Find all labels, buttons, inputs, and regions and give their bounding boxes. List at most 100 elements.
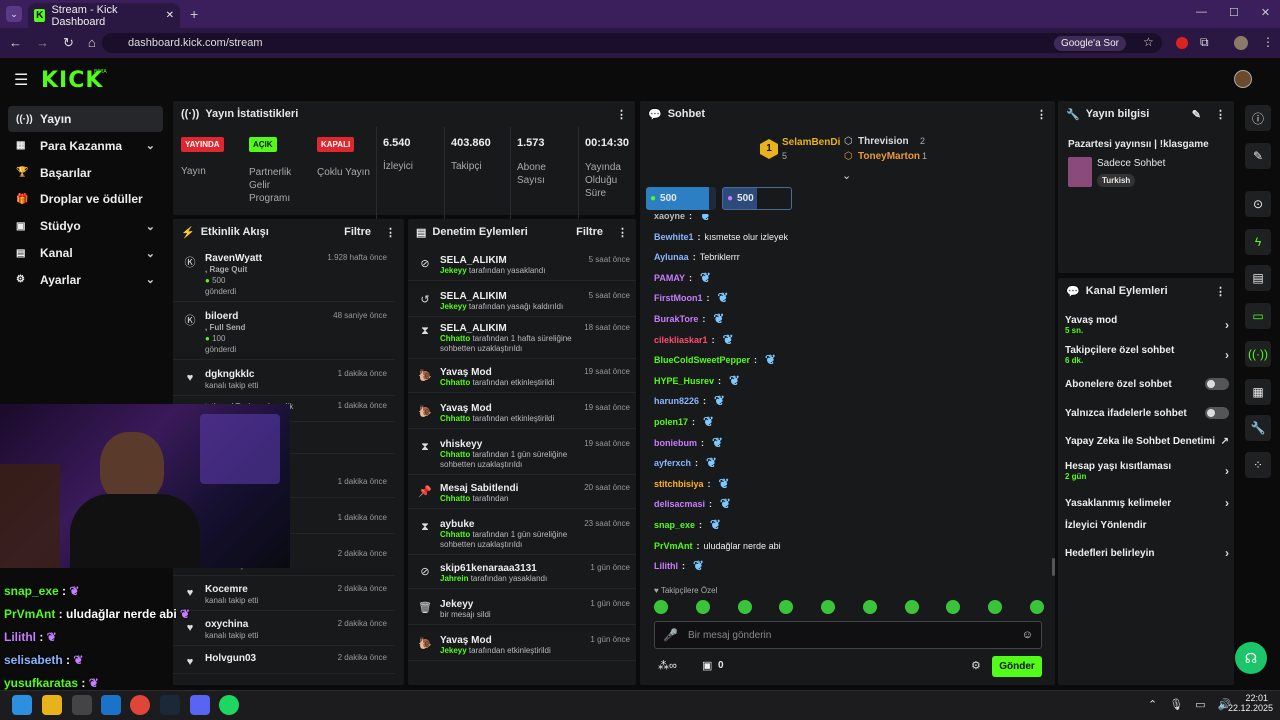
- extensions-puzzle-icon[interactable]: ⧉: [1200, 35, 1209, 49]
- browser-tab[interactable]: K Stream - Kick Dashboard ✕: [28, 3, 180, 28]
- window-close-icon[interactable]: ✕: [1260, 7, 1271, 19]
- profile-avatar[interactable]: [1234, 36, 1248, 50]
- quick-emote-icon[interactable]: [779, 600, 794, 614]
- chat-username[interactable]: FirstMoon1: [654, 293, 703, 304]
- chat-username[interactable]: PAMAY: [654, 272, 686, 283]
- quick-emote-icon[interactable]: [695, 600, 710, 614]
- support-headset-icon[interactable]: ☊: [1235, 642, 1267, 674]
- bolt-icon[interactable]: ϟ: [1245, 229, 1271, 255]
- quick-emote-icon[interactable]: [737, 600, 752, 614]
- chat-username[interactable]: BurakTore: [654, 314, 699, 324]
- goal-progress-bar[interactable]: ● 500: [722, 187, 792, 210]
- back-icon[interactable]: ←: [9, 35, 22, 50]
- feed-row[interactable]: ♥ Holvgun03 2 dakika önce: [173, 649, 395, 674]
- file-explorer-icon[interactable]: [42, 695, 62, 715]
- layout-icon[interactable]: ▦: [1245, 379, 1271, 405]
- quick-emote-icon[interactable]: [904, 600, 919, 614]
- browser-menu-icon[interactable]: ⋮: [1262, 35, 1274, 49]
- goal-progress-bar[interactable]: ● 500: [646, 187, 716, 210]
- mod-row[interactable]: 🗑 Jekeyy bir mesajı sildi 1 gün önce: [408, 595, 636, 625]
- chat-message[interactable]: Aylunaa: Tebriklerrr: [654, 249, 740, 265]
- feed-row[interactable]: ♥ dgkngkklc kanalı takip etti 1 dakika önce: [173, 365, 395, 396]
- user-avatar[interactable]: [1234, 70, 1252, 88]
- feed-row[interactable]: Ⓚ RavenWyatt, Rage Quit ● 500 gönderdi 1.928…: [173, 249, 395, 302]
- reload-icon[interactable]: ↻: [63, 35, 74, 50]
- feed-row[interactable]: ♥ oxychina kanalı takip etti 2 dakika önce: [173, 615, 395, 646]
- mod-row[interactable]: 📌 Mesaj Sabitlendi Chhatto tarafından 20 sa…: [408, 479, 636, 509]
- forward-icon[interactable]: →: [36, 35, 49, 50]
- sidebar-item[interactable]: 🏆 Başarılar: [8, 160, 163, 186]
- mod-row[interactable]: ⧗ vhiskeyy Chhatto tarafından 1 gün süreli…: [408, 435, 636, 475]
- broadcast-icon[interactable]: ((·)): [1245, 341, 1271, 367]
- chat-username[interactable]: BlueColdSweetPepper: [654, 355, 751, 366]
- spotify-icon[interactable]: [219, 695, 239, 715]
- channel-action-row[interactable]: Takipçilere özel sohbet 6 dk. ›: [1065, 345, 1229, 365]
- feed-filter-button[interactable]: Filtre: [344, 226, 371, 238]
- channel-action-row[interactable]: Yapay Zeka ile Sohbet Denetimi ↗: [1065, 436, 1229, 447]
- channel-action-row[interactable]: Yavaş mod 5 sn. ›: [1065, 315, 1229, 335]
- mod-actor[interactable]: Jahrein: [440, 574, 469, 583]
- chevron-right-icon[interactable]: ›: [1225, 546, 1229, 560]
- chat-message[interactable]: polen17: ❦: [654, 414, 717, 430]
- mod-actor[interactable]: Jekeyy: [440, 646, 467, 655]
- pencil-icon[interactable]: ✎: [1245, 143, 1271, 169]
- sidebar-item[interactable]: ▣ Stüdyo ⌄: [8, 213, 163, 239]
- mod-actor[interactable]: Chhatto: [440, 414, 471, 423]
- channel-action-row[interactable]: Abonelere özel sohbet: [1065, 378, 1229, 390]
- quick-emote-icon[interactable]: [946, 600, 961, 614]
- quick-emote-icon[interactable]: [1029, 600, 1044, 614]
- chat-username[interactable]: Aylunaa: [654, 252, 689, 263]
- stream-info-menu-icon[interactable]: ⋮: [1215, 108, 1226, 121]
- points-icon[interactable]: ▣: [702, 660, 713, 672]
- mod-row[interactable]: ⧗ aybuke Chhatto tarafından 1 gün süreliği…: [408, 515, 636, 555]
- mod-row[interactable]: 🐌 Yavaş Mod Chhatto tarafından etkinleştir…: [408, 363, 636, 393]
- mod-menu-icon[interactable]: ⋮: [617, 226, 628, 239]
- sidebar-item[interactable]: ▦ Para Kazanma ⌄: [8, 133, 163, 159]
- quick-emote-icon[interactable]: [988, 600, 1003, 614]
- mod-actor[interactable]: Chhatto: [440, 530, 471, 539]
- chat-username[interactable]: cilekliaskar1: [654, 334, 708, 345]
- info-icon[interactable]: ⓘ: [1245, 105, 1271, 131]
- mod-row[interactable]: 🐌 Yavaş Mod Chhatto tarafından etkinleştir…: [408, 399, 636, 429]
- chevron-right-icon[interactable]: ›: [1225, 318, 1229, 332]
- channel-actions-menu-icon[interactable]: ⋮: [1215, 285, 1226, 298]
- emoji-icon[interactable]: ☺: [1021, 629, 1033, 641]
- chat-message[interactable]: harun8226: ❦: [654, 393, 728, 409]
- maximize-icon[interactable]: ☐: [1229, 7, 1239, 19]
- channel-action-row[interactable]: Yasaklanmış kelimeler ›: [1065, 496, 1229, 510]
- chat-settings-gear-icon[interactable]: ⚙: [971, 660, 981, 672]
- quick-emote-icon[interactable]: [862, 600, 877, 614]
- top-gifter-name[interactable]: SelamBenDi: [782, 137, 841, 148]
- outlook-icon[interactable]: [101, 695, 121, 715]
- gifter-name[interactable]: Threvision: [858, 136, 909, 147]
- chat-message[interactable]: ayferxch: ❦: [654, 455, 720, 471]
- discord-icon[interactable]: [190, 695, 210, 715]
- minimize-icon[interactable]: —: [1196, 6, 1207, 18]
- send-button[interactable]: Gönder: [992, 656, 1042, 677]
- target-icon[interactable]: ⊙: [1245, 191, 1271, 217]
- mod-row[interactable]: ⊘ skip61kenaraaa3131 Jahrein tarafından ya…: [408, 559, 636, 589]
- chat-username[interactable]: Bewhite1: [654, 231, 694, 242]
- stats-menu-icon[interactable]: ⋮: [616, 108, 627, 121]
- chat-message[interactable]: xaoyne: ❦: [654, 214, 714, 224]
- chat-message[interactable]: HYPE_Husrev: ❦: [654, 373, 743, 389]
- clock[interactable]: 22:01 22.12.2025: [1228, 693, 1273, 713]
- toggle-switch[interactable]: [1205, 407, 1229, 419]
- chat-message[interactable]: BurakTore: ❦: [654, 311, 727, 327]
- feed-menu-icon[interactable]: ⋮: [385, 226, 396, 239]
- mod-actor[interactable]: Chhatto: [440, 378, 471, 387]
- chat-message[interactable]: boniebum: ❦: [654, 435, 726, 451]
- mic-icon[interactable]: 🎤: [663, 628, 678, 642]
- mod-actor[interactable]: Chhatto: [440, 450, 471, 459]
- mic-tray-icon[interactable]: 🎙: [1169, 699, 1184, 711]
- mod-actor[interactable]: Chhatto: [440, 334, 471, 343]
- store-icon[interactable]: [72, 695, 92, 715]
- mod-row[interactable]: ↺ SELA_ALIKIM Jekeyy tarafından yasağı kal…: [408, 287, 636, 317]
- dots-icon[interactable]: ⁘: [1245, 452, 1271, 478]
- chat-message[interactable]: snap_exe: ❦: [654, 517, 724, 533]
- sidebar-item[interactable]: ▤ Kanal ⌄: [8, 240, 163, 266]
- google-ask-chip[interactable]: Google'a Sor: [1053, 35, 1126, 51]
- chat-username[interactable]: polen17: [654, 417, 689, 427]
- kick-logo[interactable]: KICK: [41, 68, 104, 93]
- feed-row[interactable]: ♥ Kocemre kanalı takip etti 2 dakika önce: [173, 580, 395, 611]
